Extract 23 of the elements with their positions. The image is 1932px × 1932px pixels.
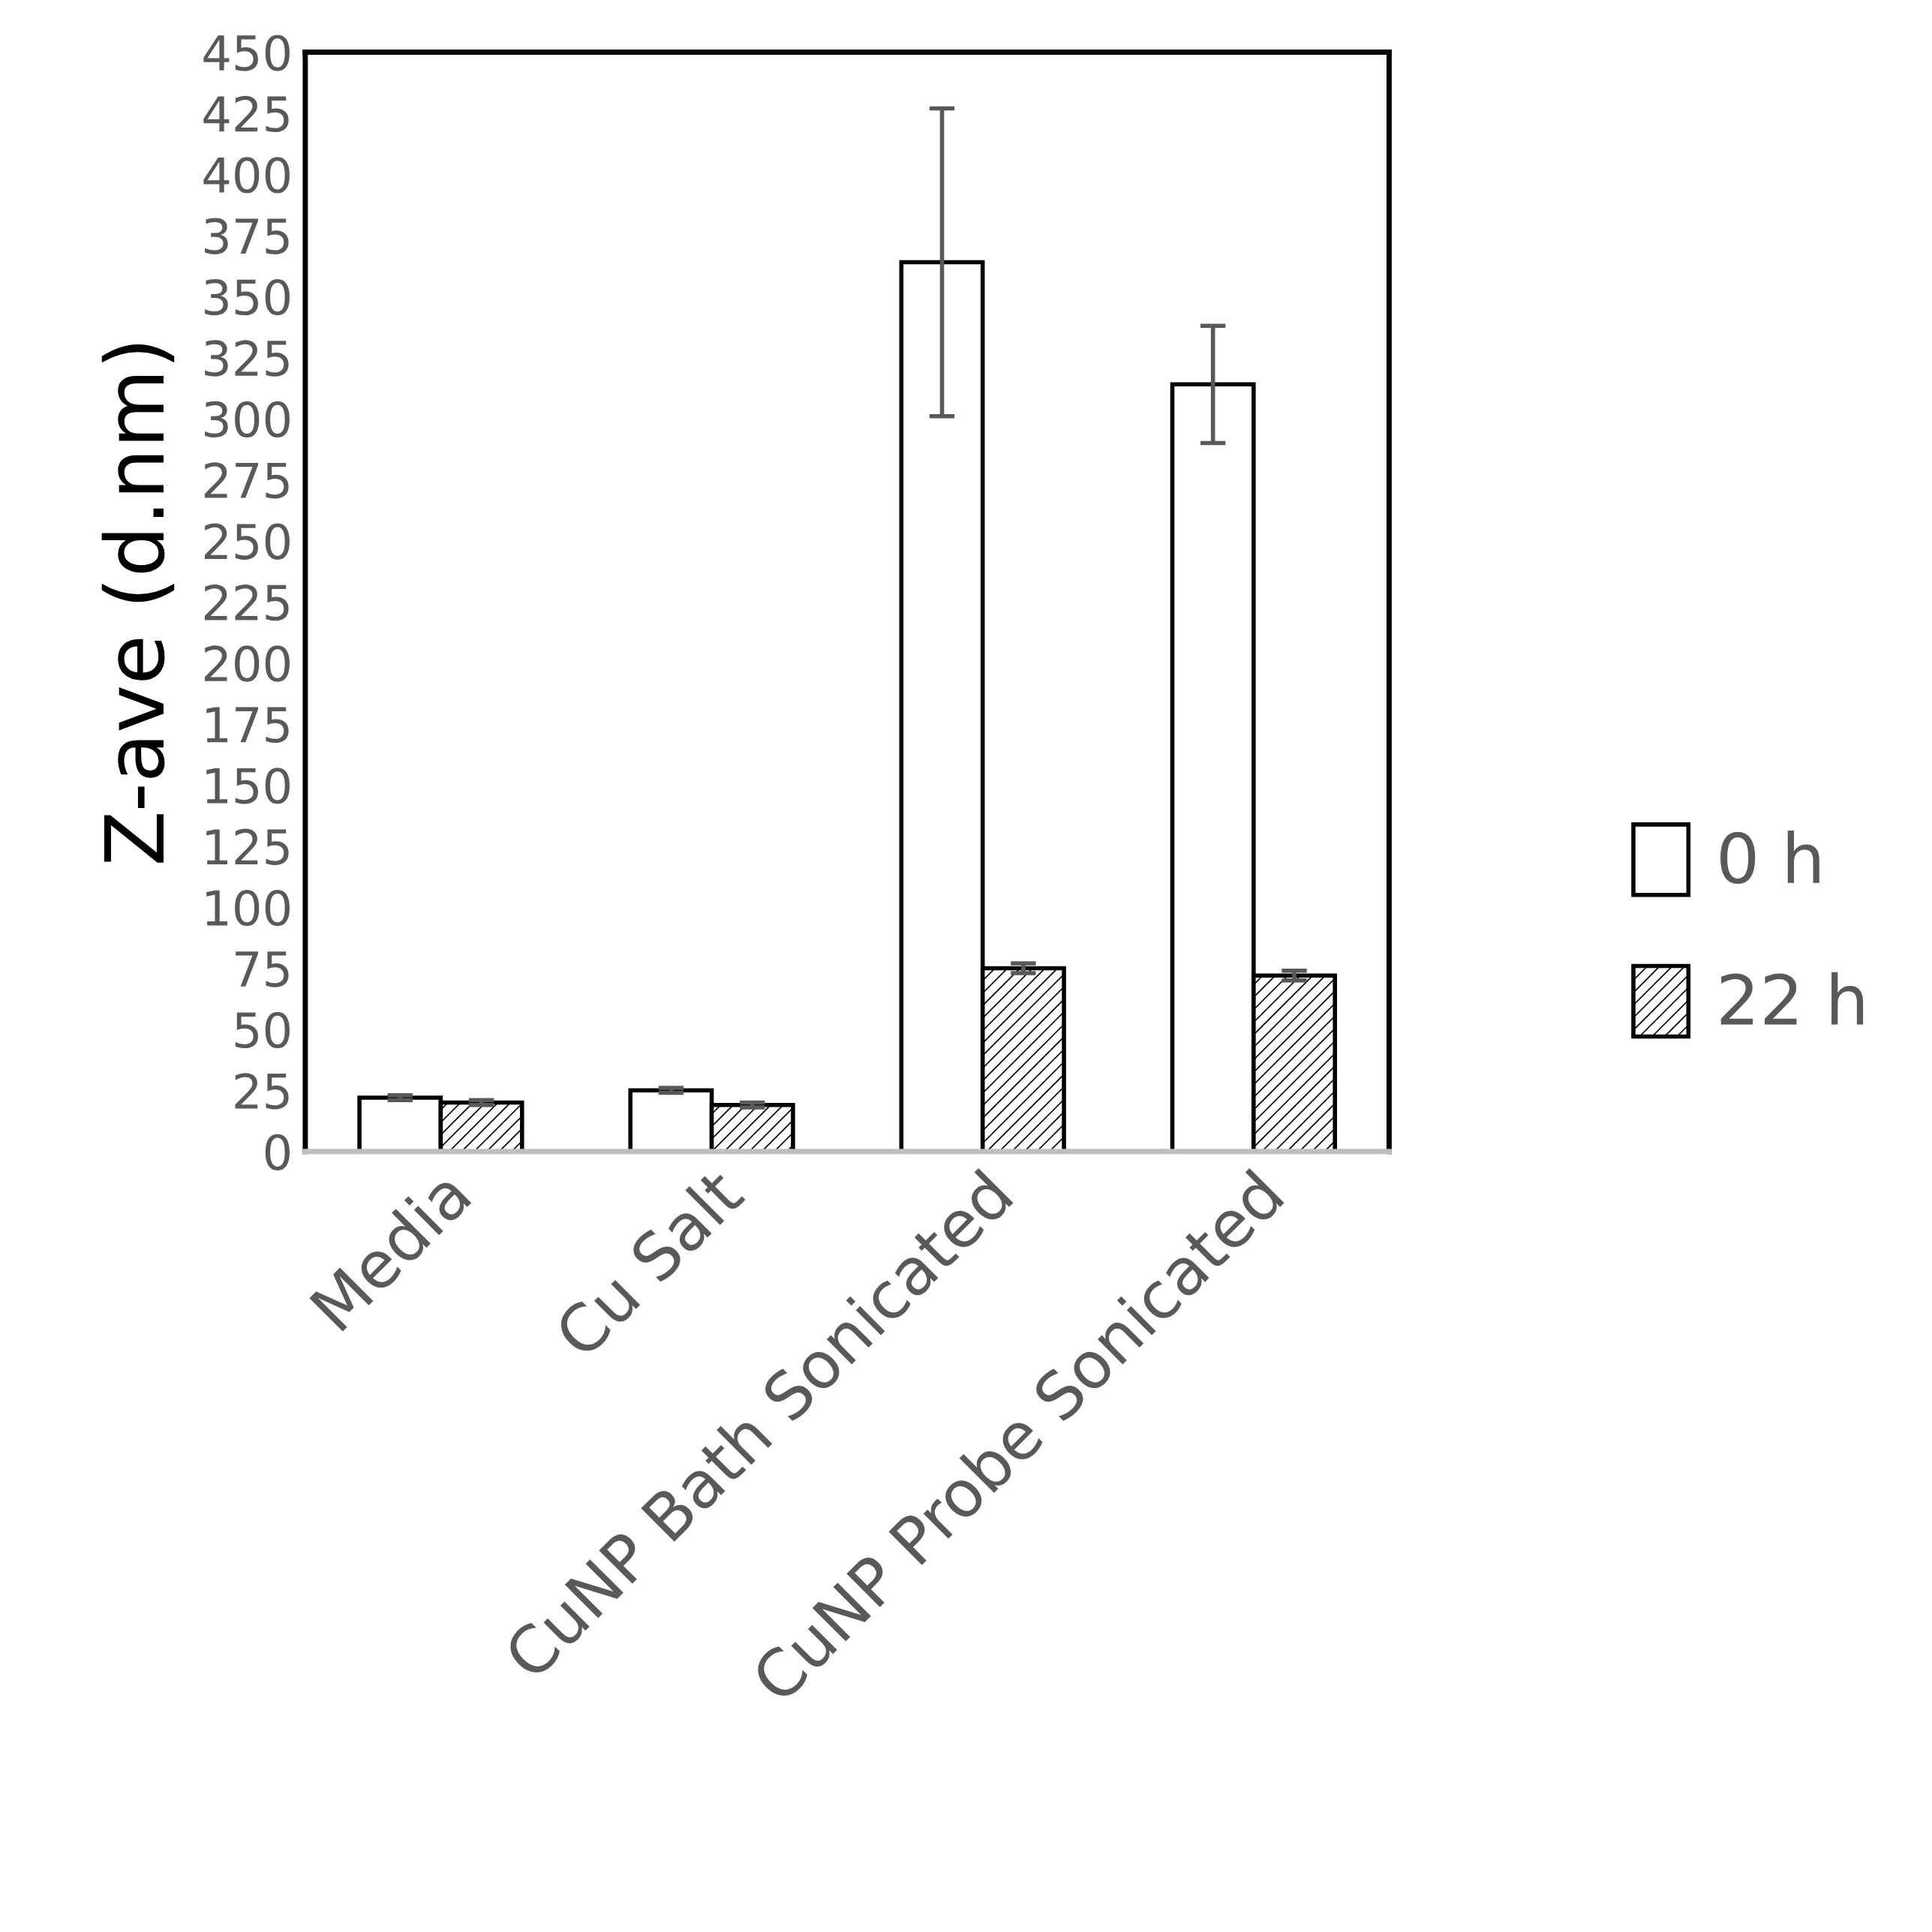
y-tick-label: 450 xyxy=(203,35,290,71)
y-tick-label: 100 xyxy=(206,889,290,927)
y-tick-label: 200 xyxy=(204,645,290,682)
y-tick-label: 350 xyxy=(205,278,290,316)
legend-label: 0 h xyxy=(1720,831,1819,885)
y-tick-label: 125 xyxy=(206,828,289,865)
y-tick-label: 150 xyxy=(206,768,290,804)
y-tick-label: 0 xyxy=(265,1134,290,1170)
y-tick-label: 375 xyxy=(205,218,289,254)
y-tick-label: 300 xyxy=(205,401,290,438)
y-tick-label: 250 xyxy=(204,523,290,560)
y-tick-label: 425 xyxy=(203,95,289,133)
y-tick-label: 400 xyxy=(203,157,290,194)
y-tick-label: 25 xyxy=(235,1073,289,1110)
y-tick-label: 325 xyxy=(205,340,289,377)
legend-label: 22 h xyxy=(1720,972,1864,1025)
x-tick-label: Cu Salt xyxy=(551,1164,747,1360)
y-axis-title: Z-ave (d.nm) xyxy=(101,344,175,863)
y-tick-label: 75 xyxy=(236,951,289,987)
y-tick-label: 275 xyxy=(204,462,289,499)
y-tick-label: 50 xyxy=(235,1011,290,1049)
y-tick-label: 225 xyxy=(204,584,289,621)
y-tick-label: 175 xyxy=(206,707,289,744)
